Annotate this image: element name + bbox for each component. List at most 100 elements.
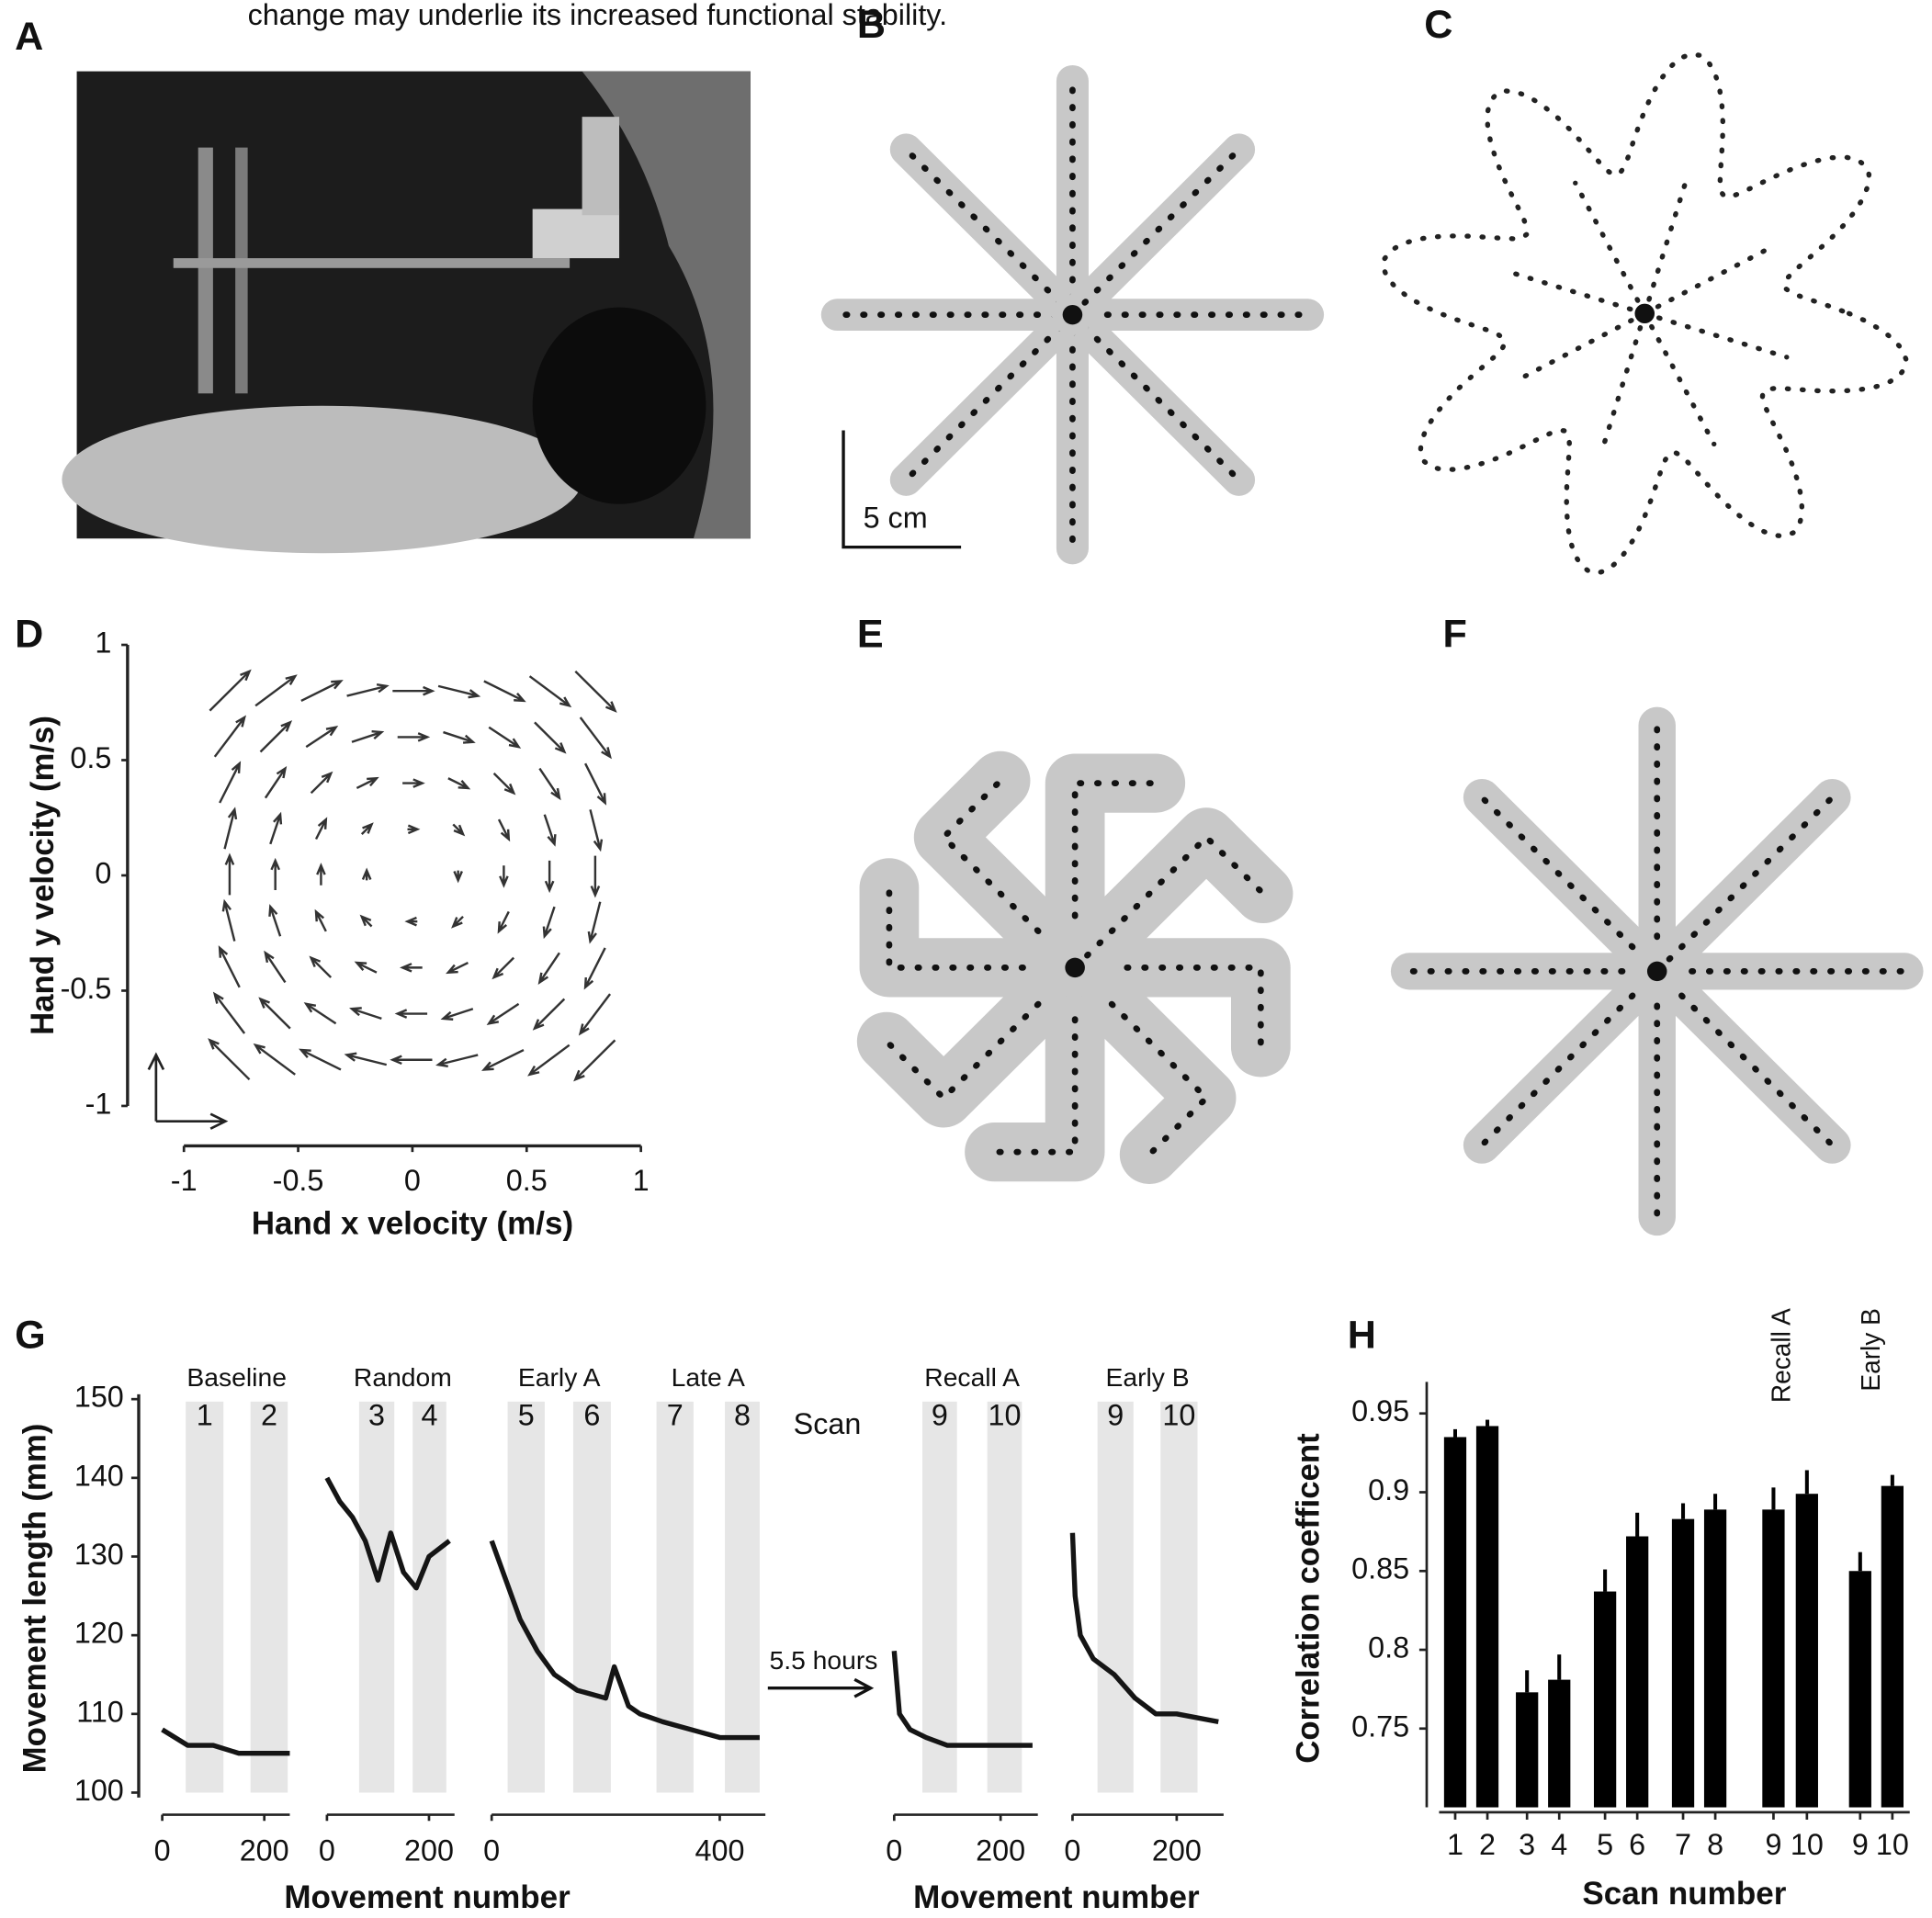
arrow <box>316 911 326 931</box>
arrow <box>306 1004 335 1023</box>
arrow <box>398 733 427 740</box>
arrow <box>545 815 556 844</box>
arrow <box>226 856 233 896</box>
start-point <box>1065 958 1085 977</box>
scan-band <box>1160 1402 1197 1793</box>
x-tick-label: -1 <box>171 1164 198 1197</box>
scan-band <box>725 1402 760 1793</box>
figure: change may underlie its increased functi… <box>0 0 1932 1918</box>
arrow <box>453 917 463 927</box>
x-tick-label: 7 <box>1675 1828 1691 1861</box>
scan-number: 7 <box>667 1399 684 1432</box>
arrow <box>306 728 335 747</box>
x-tick-label: 3 <box>1519 1828 1535 1861</box>
x-axis-label: Scan number <box>1582 1876 1786 1912</box>
panel-label: C <box>1424 3 1452 47</box>
x-tick-label: 0 <box>404 1164 421 1197</box>
arrow <box>544 907 555 936</box>
scale-bar-label: 5 cm <box>864 502 928 535</box>
arrow <box>530 1045 570 1075</box>
x-tick-label: 0 <box>483 1834 500 1867</box>
arrow <box>209 1040 249 1079</box>
arrow <box>494 958 514 977</box>
y-tick-label: 110 <box>76 1695 124 1728</box>
trajectory <box>1482 797 1657 971</box>
arrow <box>489 728 518 747</box>
arrow <box>356 963 377 973</box>
arrow <box>352 1008 381 1019</box>
y-axis-label: Hand y velocity (m/s) <box>25 716 61 1035</box>
arrow <box>530 676 570 705</box>
x-tick-label: 1 <box>1447 1828 1463 1861</box>
panel-label: H <box>1348 1314 1376 1358</box>
scan-band <box>251 1402 288 1793</box>
arrow <box>585 948 605 987</box>
arrow <box>484 1050 524 1069</box>
arrow <box>402 964 423 971</box>
start-point <box>1063 305 1083 324</box>
arrow <box>392 1056 432 1064</box>
scan-number: 10 <box>1162 1399 1195 1432</box>
arrow <box>539 953 559 982</box>
y-tick-label: -1 <box>85 1088 112 1121</box>
arrow <box>215 717 244 757</box>
arrow <box>443 1009 472 1020</box>
y-tick-label: 0.9 <box>1368 1473 1409 1506</box>
scan-number: 4 <box>422 1399 438 1432</box>
arrow <box>589 902 600 942</box>
x-axis-label: Movement number <box>913 1879 1200 1915</box>
arrow <box>484 682 524 701</box>
panel-label: F <box>1443 613 1467 657</box>
x-tick-label: 5 <box>1597 1828 1613 1861</box>
arrow <box>581 717 610 757</box>
y-tick-label: 0.5 <box>70 741 111 774</box>
arrow <box>347 684 387 695</box>
panel-label: A <box>15 15 43 59</box>
x-tick-label: 8 <box>1707 1828 1723 1861</box>
x-tick-label: 2 <box>1479 1828 1496 1861</box>
scan-label: Scan <box>794 1407 862 1440</box>
scan-number: 2 <box>261 1399 277 1432</box>
arrow <box>448 963 469 973</box>
arrow <box>261 722 290 751</box>
x-tick-label: 10 <box>1791 1828 1824 1861</box>
bar <box>1594 1592 1616 1808</box>
scan-band <box>922 1402 957 1793</box>
x-axis-label: Movement number <box>284 1879 571 1915</box>
arrow <box>317 865 324 885</box>
x-tick-label: 200 <box>240 1834 289 1867</box>
panel-label: E <box>857 613 884 657</box>
x-tick-label: -0.5 <box>273 1164 324 1197</box>
x-tick-label: 10 <box>1876 1828 1909 1861</box>
bar <box>1626 1537 1648 1808</box>
annotation: Recall A <box>1767 1308 1796 1403</box>
arrow <box>311 773 332 793</box>
gap-arrow <box>768 1679 871 1697</box>
gap-label: 5.5 hours <box>769 1645 877 1675</box>
arrow <box>494 773 514 793</box>
x-tick-label: 1 <box>633 1164 650 1197</box>
y-tick-label: 0.85 <box>1351 1552 1409 1585</box>
y-tick-label: 100 <box>74 1774 124 1807</box>
x-tick-label: 0.5 <box>506 1164 548 1197</box>
x-tick-label: 0 <box>1064 1834 1080 1867</box>
x-tick-label: 4 <box>1551 1828 1567 1861</box>
arrow <box>270 815 281 844</box>
arrow <box>500 865 507 885</box>
page: {"caption": "change may underlie its inc… <box>0 0 1932 1918</box>
arrow <box>215 994 244 1033</box>
arrow <box>535 999 564 1029</box>
reference-arrows <box>149 1055 226 1128</box>
trajectory <box>1657 971 1833 1145</box>
arrow <box>592 856 599 896</box>
arrow <box>581 994 610 1033</box>
x-tick-label: 200 <box>404 1834 454 1867</box>
scan-band <box>1098 1402 1134 1793</box>
arrow <box>261 999 290 1029</box>
x-tick-label: 0 <box>319 1834 335 1867</box>
arrow <box>408 918 418 925</box>
bar <box>1704 1509 1726 1807</box>
panel-label: G <box>15 1314 46 1358</box>
arrow <box>316 819 326 839</box>
arrow <box>443 732 472 743</box>
